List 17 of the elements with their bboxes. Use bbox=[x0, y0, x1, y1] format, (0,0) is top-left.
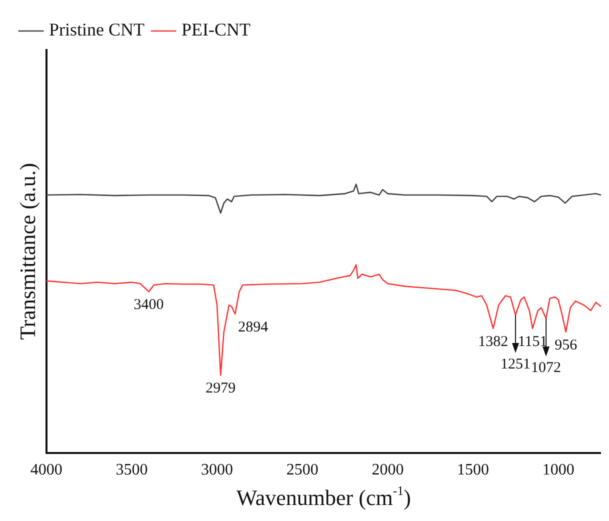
annotation: 1072 bbox=[531, 360, 562, 376]
annotation: 956 bbox=[554, 337, 578, 354]
x-tick-label: 4000 bbox=[30, 462, 62, 479]
x-tick-label: 3000 bbox=[201, 462, 234, 479]
x-tick-label: 3500 bbox=[116, 462, 148, 479]
x-tick-label: 2500 bbox=[286, 462, 318, 479]
x-tick-label: 2000 bbox=[372, 462, 404, 479]
annotation: 2979 bbox=[206, 380, 236, 397]
x-tick-label: 1000 bbox=[542, 462, 574, 479]
annotation: 3400 bbox=[134, 297, 164, 314]
legend-label: PEI-CNT bbox=[182, 20, 250, 40]
x-tick-label: 1500 bbox=[457, 462, 490, 479]
annotation: 1251 bbox=[500, 356, 531, 372]
legend-label: Pristine CNT bbox=[49, 20, 145, 40]
y-axis-title: Transmittance (a.u.) bbox=[14, 162, 40, 340]
annotation: 1382 bbox=[478, 334, 508, 350]
annotation: 2894 bbox=[238, 319, 269, 336]
